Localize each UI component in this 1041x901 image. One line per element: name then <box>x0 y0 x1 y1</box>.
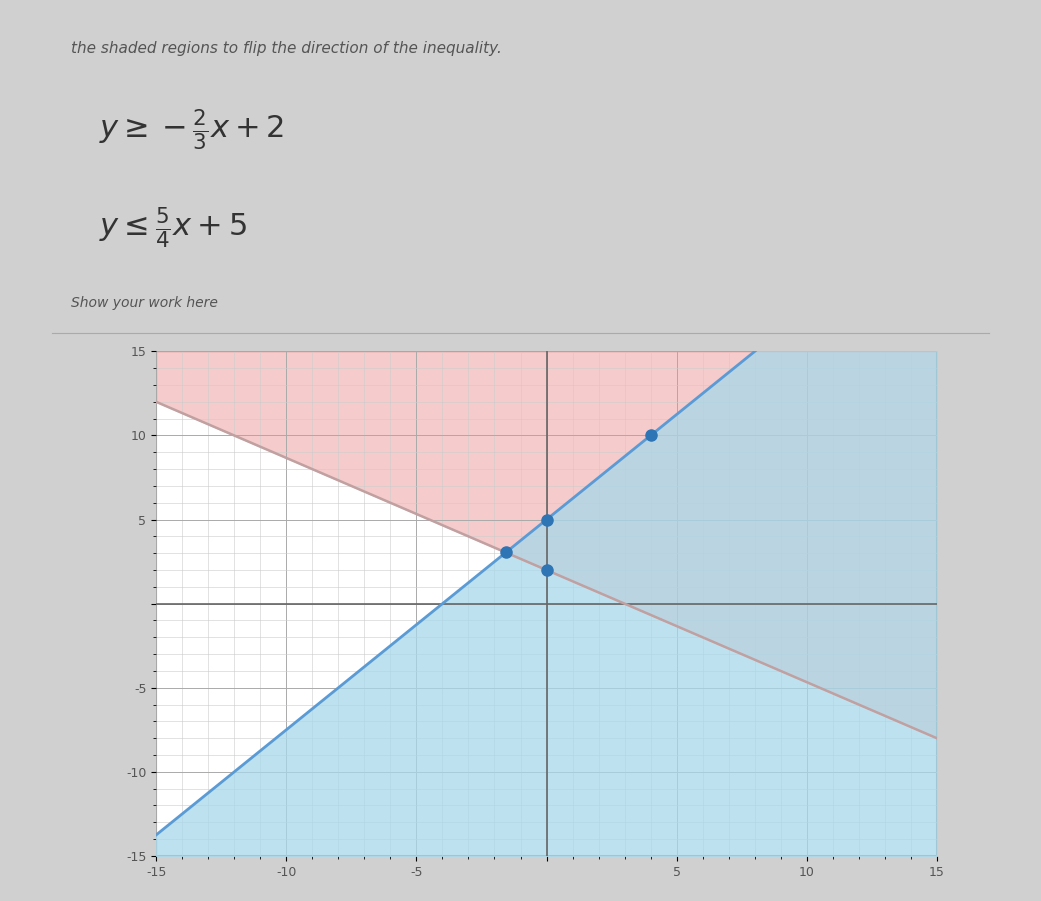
Bar <box>156 351 937 856</box>
Text: Show your work here: Show your work here <box>71 296 218 310</box>
Text: $y \leq \frac{5}{4}x + 5$: $y \leq \frac{5}{4}x + 5$ <box>99 205 247 251</box>
Text: the shaded regions to flip the direction of the inequality.: the shaded regions to flip the direction… <box>71 41 502 57</box>
Text: $y \geq -\frac{2}{3}x + 2$: $y \geq -\frac{2}{3}x + 2$ <box>99 108 284 153</box>
